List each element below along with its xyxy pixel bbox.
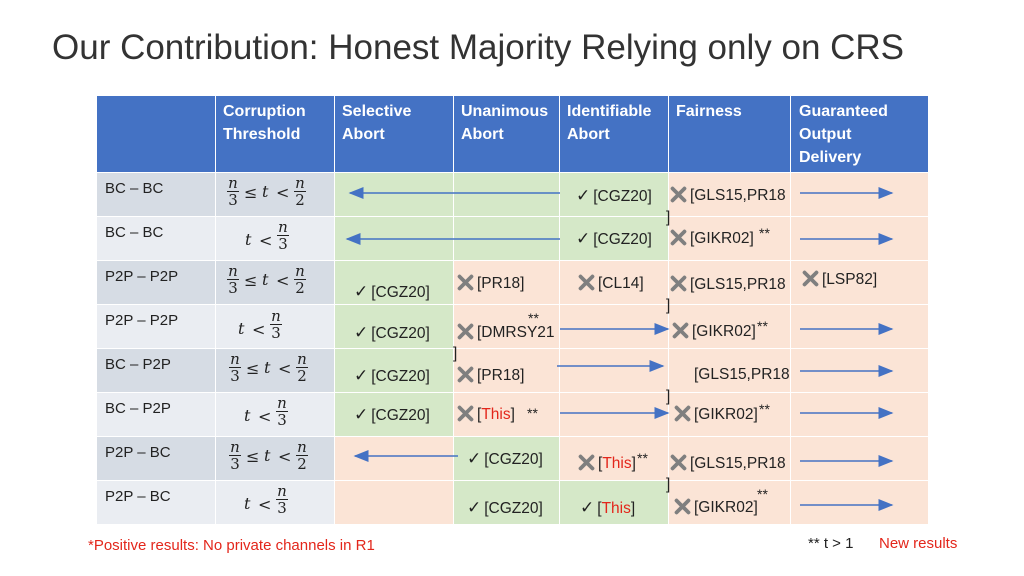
check-icon: ✓: [467, 449, 482, 468]
positive-result: ✓ [CGZ20]: [467, 498, 543, 517]
row-label: P2P – P2P: [105, 312, 179, 329]
bracket-wrap: ]: [666, 476, 671, 493]
new-results-legend: New results: [879, 535, 958, 552]
check-icon: ✓: [576, 229, 591, 248]
x-icon: [670, 275, 687, 292]
positive-result-new: ✓ [This]: [580, 498, 636, 517]
bracket-wrap: ]: [666, 297, 671, 314]
footnote-stars: **: [757, 318, 768, 334]
page-title: Our Contribution: Honest Majority Relyin…: [52, 28, 905, 67]
negative-result-new: [This]: [578, 454, 636, 473]
row-label: BC – BC: [105, 224, 164, 241]
header-identifiable-abort: Identifiable Abort: [567, 103, 652, 143]
positive-result: ✓ [CGZ20]: [576, 186, 652, 205]
bracket-wrap: ]: [666, 388, 671, 405]
check-icon: ✓: [576, 186, 591, 205]
footnote-stars: **: [757, 486, 768, 502]
row-label: P2P – BC: [105, 444, 171, 461]
x-icon: [578, 274, 595, 291]
positive-result: ✓ [CGZ20]: [354, 366, 430, 385]
x-icon: [578, 454, 595, 471]
positive-result: ✓ [CGZ20]: [354, 282, 430, 301]
negative-result-new: [This]: [457, 405, 515, 424]
bracket-wrap: ]: [666, 209, 671, 226]
x-icon: [457, 323, 474, 340]
negative-result-text: [GLS15,PR18: [694, 366, 790, 383]
row-label: BC – P2P: [105, 400, 171, 417]
x-icon: [457, 366, 474, 383]
x-icon: [802, 270, 819, 287]
row-label: BC – P2P: [105, 356, 171, 373]
positive-result: ✓ [CGZ20]: [354, 405, 430, 424]
x-icon: [674, 498, 691, 515]
x-icon: [670, 454, 687, 471]
negative-result: [GIKR02]: [674, 498, 758, 517]
x-icon: [457, 274, 474, 291]
positive-result: ✓ [CGZ20]: [576, 229, 652, 248]
positive-results-note: *Positive results: No private channels i…: [88, 537, 375, 554]
check-icon: ✓: [354, 405, 369, 424]
row-label: P2P – P2P: [105, 268, 179, 285]
negative-result: [LSP82]: [802, 270, 877, 289]
x-icon: [457, 405, 474, 422]
negative-result: [GIKR02]: [672, 322, 756, 341]
check-icon: ✓: [354, 323, 369, 342]
negative-result: [GLS15,PR18: [670, 186, 786, 205]
header-guaranteed-output: Guaranteed Output Delivery: [799, 103, 888, 166]
header-unanimous-abort: Unanimous Abort: [461, 103, 549, 143]
negative-result: [GLS15,PR18: [670, 275, 786, 294]
negative-result: [PR18]: [457, 366, 524, 385]
header-fairness: Fairness: [676, 103, 742, 120]
check-icon: ✓: [580, 498, 595, 517]
header-threshold: Corruption Threshold: [223, 103, 306, 143]
footnote-stars: **: [528, 310, 539, 326]
x-icon: [670, 229, 687, 246]
negative-result: [CL14]: [578, 274, 644, 293]
positive-result: ✓ [CGZ20]: [354, 323, 430, 342]
bracket-wrap: ]: [453, 345, 458, 362]
footnote-stars: **: [759, 225, 770, 241]
footnote-stars: **: [637, 450, 648, 466]
stars-legend: ** t > 1: [808, 535, 854, 552]
row-label: P2P – BC: [105, 488, 171, 505]
check-icon: ✓: [354, 282, 369, 301]
x-icon: [670, 186, 687, 203]
negative-result: [DMRSY21: [457, 323, 555, 342]
negative-result: [PR18]: [457, 274, 524, 293]
header-selective-abort: Selective Abort: [342, 103, 412, 143]
table-header-bar: [97, 96, 928, 172]
negative-result: [GLS15,PR18: [670, 454, 786, 473]
negative-result: [GIKR02]: [674, 405, 758, 424]
row-label: BC – BC: [105, 180, 164, 197]
check-icon: ✓: [354, 366, 369, 385]
x-icon: [674, 405, 691, 422]
footnote-stars: **: [759, 401, 770, 417]
negative-result: [GIKR02]: [670, 229, 754, 248]
check-icon: ✓: [467, 498, 482, 517]
footnote-stars: **: [527, 405, 538, 421]
positive-result: ✓ [CGZ20]: [467, 449, 543, 468]
x-icon: [672, 322, 689, 339]
